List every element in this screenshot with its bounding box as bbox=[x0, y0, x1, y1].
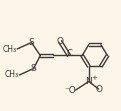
Text: O: O bbox=[95, 85, 102, 94]
Text: ⁻O: ⁻O bbox=[64, 86, 76, 95]
Text: S: S bbox=[31, 64, 37, 73]
Text: O: O bbox=[57, 37, 64, 46]
Text: S: S bbox=[29, 38, 34, 47]
Text: CH₃: CH₃ bbox=[2, 45, 17, 54]
Text: +: + bbox=[91, 75, 97, 81]
Text: CH₃: CH₃ bbox=[5, 70, 19, 79]
Text: C: C bbox=[66, 49, 72, 58]
Text: N: N bbox=[85, 77, 92, 86]
